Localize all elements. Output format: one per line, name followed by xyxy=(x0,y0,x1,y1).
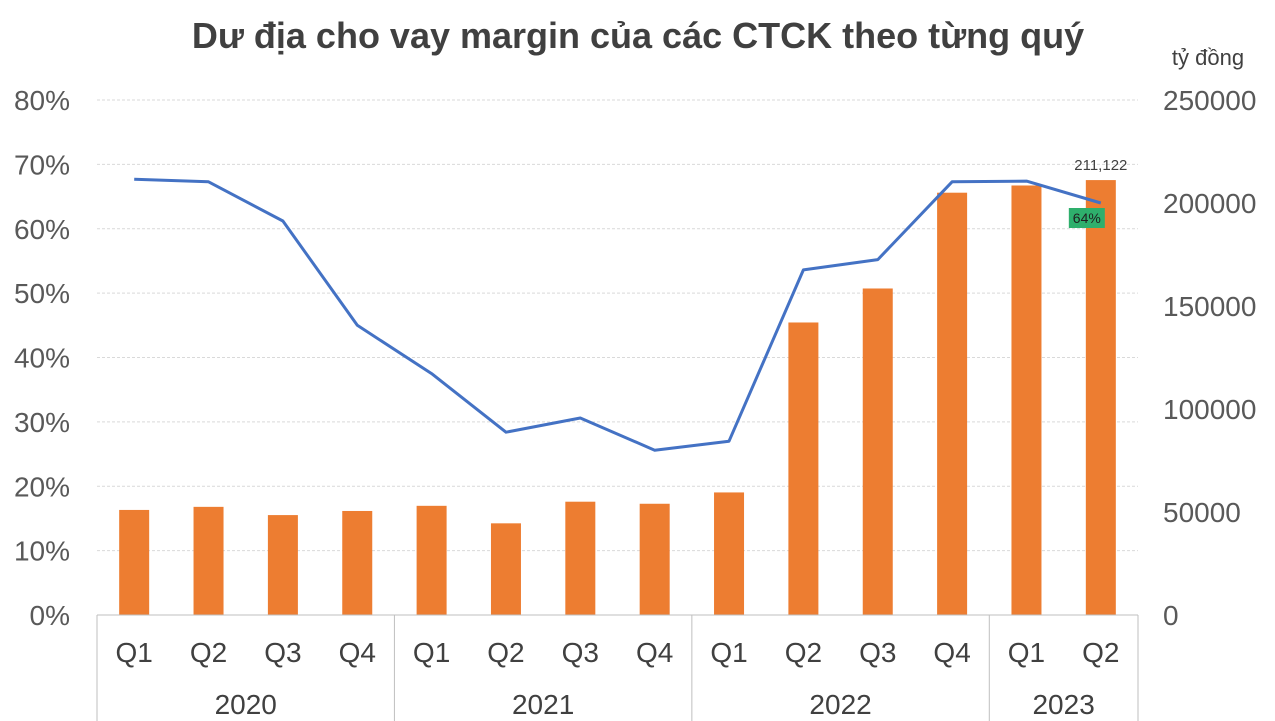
gridlines xyxy=(97,99,1138,552)
left-tick-label: 80% xyxy=(14,85,70,116)
bar xyxy=(639,503,670,615)
category-label: Q1 xyxy=(1008,637,1045,668)
category-label: Q3 xyxy=(562,637,599,668)
bar xyxy=(490,523,521,615)
bar-data-label: 211,122 xyxy=(1074,157,1127,174)
category-label: Q3 xyxy=(859,637,896,668)
right-tick-label: 50000 xyxy=(1163,497,1241,528)
bar xyxy=(1085,180,1116,615)
year-label: 2022 xyxy=(809,689,871,720)
bar xyxy=(788,322,819,615)
category-label: Q1 xyxy=(413,637,450,668)
right-tick-label: 0 xyxy=(1163,600,1179,631)
category-label: Q2 xyxy=(785,637,822,668)
bar xyxy=(714,492,745,615)
left-tick-label: 60% xyxy=(14,214,70,245)
right-tick-label: 100000 xyxy=(1163,394,1256,425)
category-label: Q2 xyxy=(190,637,227,668)
bar xyxy=(267,515,298,615)
left-tick-label: 30% xyxy=(14,407,70,438)
data-labels: 211,122 64% xyxy=(1068,157,1127,228)
category-label: Q4 xyxy=(339,637,376,668)
left-tick-label: 10% xyxy=(14,536,70,567)
bar xyxy=(937,192,968,615)
right-tick-label: 200000 xyxy=(1163,188,1256,219)
line-series xyxy=(134,177,1102,452)
chart-title: Dư địa cho vay margin của các CTCK theo … xyxy=(192,15,1084,56)
category-label: Q2 xyxy=(487,637,524,668)
right-axis: 0 50000 100000 150000 200000 250000 xyxy=(1163,85,1256,631)
year-label: 2021 xyxy=(512,689,574,720)
bar xyxy=(862,288,893,615)
bar xyxy=(342,510,373,615)
left-tick-label: 0% xyxy=(30,600,70,631)
category-axis: Q1 Q2 Q3 Q4 Q1 Q2 Q3 Q4 Q1 Q2 Q3 Q4 Q1 Q2 2020 2021 2022… xyxy=(96,614,1139,721)
left-axis: 0% 10% 20% 30% 40% 50% 60% 70% 80% xyxy=(14,85,70,631)
line-path xyxy=(134,177,1102,452)
bar xyxy=(416,505,447,615)
category-label: Q2 xyxy=(1082,637,1119,668)
line-data-label: 64% xyxy=(1073,210,1101,226)
category-label: Q3 xyxy=(264,637,301,668)
bar xyxy=(565,501,596,615)
category-label: Q1 xyxy=(710,637,747,668)
bar-series xyxy=(119,180,1116,616)
line-data-label-box xyxy=(1068,208,1105,228)
left-tick-label: 40% xyxy=(14,343,70,374)
year-label: 2020 xyxy=(215,689,277,720)
left-tick-label: 50% xyxy=(14,278,70,309)
left-tick-label: 70% xyxy=(14,149,70,180)
right-axis-unit: tỷ đồng xyxy=(1172,45,1244,70)
bar xyxy=(119,509,150,615)
bar xyxy=(1011,185,1042,616)
category-label: Q1 xyxy=(115,637,152,668)
left-tick-label: 20% xyxy=(14,471,70,502)
category-label: Q4 xyxy=(636,637,673,668)
bar xyxy=(193,506,224,615)
right-tick-label: 150000 xyxy=(1163,291,1256,322)
category-label: Q4 xyxy=(933,637,970,668)
year-label: 2023 xyxy=(1032,689,1094,720)
right-tick-label: 250000 xyxy=(1163,85,1256,116)
